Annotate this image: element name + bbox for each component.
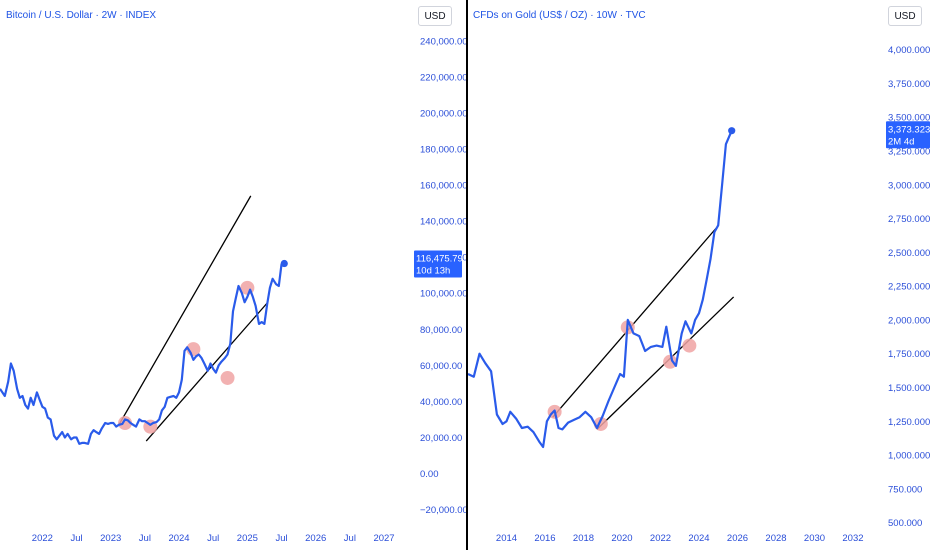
y-tick-label: 2,500.000 [888,248,930,259]
last-price-label: 116,475.79 [416,254,463,265]
x-tick-label: 2027 [373,533,394,544]
y-tick-label: 180,000.00 [420,144,466,155]
y-tick-label: −20,000.00 [420,505,466,516]
y-tick-label: 160,000.00 [420,181,466,192]
last-price-countdown: 2M 4d [888,136,914,147]
y-tick-label: 1,250.000 [888,417,930,428]
x-tick-label: Jul [344,533,356,544]
y-tick-label: 200,000.00 [420,108,466,119]
x-tick-label: 2030 [804,533,825,544]
gold-chart[interactable]: 4,000.000 3,750.000 3,500.000 3,250.000 3,00… [468,0,932,550]
x-tick-label: 2018 [573,533,594,544]
plot-area [468,127,736,449]
left-chart-title: Bitcoin / U.S. Dollar · 2W · INDEX [6,10,157,21]
x-tick-label: Jul [70,533,82,544]
x-tick-label: 2032 [842,533,863,544]
y-tick-label: 60,000.00 [420,361,462,372]
y-tick-label: 220,000.00 [420,72,466,83]
y-tick-label: 1,000.000 [888,451,930,462]
y-tick-label: 3,750.000 [888,79,930,90]
x-tick-label: 2024 [168,533,189,544]
y-tick-label: 140,000.00 [420,217,466,228]
y-tick-label: 3,250.000 [888,146,930,157]
x-tick-label: 2024 [688,533,709,544]
right-chart-title: CFDs on Gold (US$ / OZ) · 10W · TVC [473,10,646,21]
touch-marker [663,354,678,369]
x-tick-label: Jul [207,533,219,544]
x-tick-label: 2023 [100,533,121,544]
x-tick-label: 2026 [305,533,326,544]
touch-marker [220,370,235,385]
y-tick-label: 4,000.000 [888,45,930,56]
y-tick-label: 2,000.000 [888,315,930,326]
right-currency-button[interactable]: USD [888,6,922,26]
pane-divider[interactable] [466,0,468,550]
x-tick-label: 2014 [496,533,517,544]
y-tick-label: 40,000.00 [420,397,462,408]
y-tick-label: 3,000.000 [888,180,930,191]
last-price-badge [886,121,930,149]
bitcoin-chart[interactable]: 240,000.00 220,000.00 200,000.00 180,000.00… [0,0,466,550]
price-series-line [468,130,733,449]
last-price-countdown: 10d 13h [416,266,450,277]
x-tick-label: 2022 [650,533,671,544]
x-tick-label: Jul [275,533,287,544]
y-tick-label: 100,000.00 [420,289,466,300]
price-series-line [0,262,285,445]
x-tick-label: Jul [139,533,151,544]
x-tick-label: 2028 [765,533,786,544]
plot-area [0,195,288,445]
trendline [552,227,717,418]
y-tick-label: 0.00 [420,469,439,480]
last-price-label: 3,373.323 [888,124,930,135]
y-tick-label: 20,000.00 [420,433,462,444]
x-tick-label: 2026 [727,533,748,544]
y-tick-label: 80,000.00 [420,325,462,336]
y-tick-label: 2,250.000 [888,282,930,293]
y-tick-label: 2,750.000 [888,214,930,225]
x-tick-label: 2016 [534,533,555,544]
left-currency-button[interactable]: USD [418,6,452,26]
last-price-dot [280,259,288,268]
last-price-badge [414,250,462,278]
y-tick-label: 750.000 [888,484,922,495]
y-tick-label: 500.000 [888,518,922,529]
x-tick-label: 2022 [32,533,53,544]
touch-marker [682,338,697,353]
y-tick-label: 3,500.000 [888,113,930,124]
y-tick-label: 1,750.000 [888,349,930,360]
x-tick-label: 2020 [611,533,632,544]
last-price-dot [728,127,736,135]
x-tick-label: 2025 [237,533,258,544]
y-tick-label: 1,500.000 [888,383,930,394]
trendline [118,195,252,426]
y-tick-label: 240,000.00 [420,36,466,47]
